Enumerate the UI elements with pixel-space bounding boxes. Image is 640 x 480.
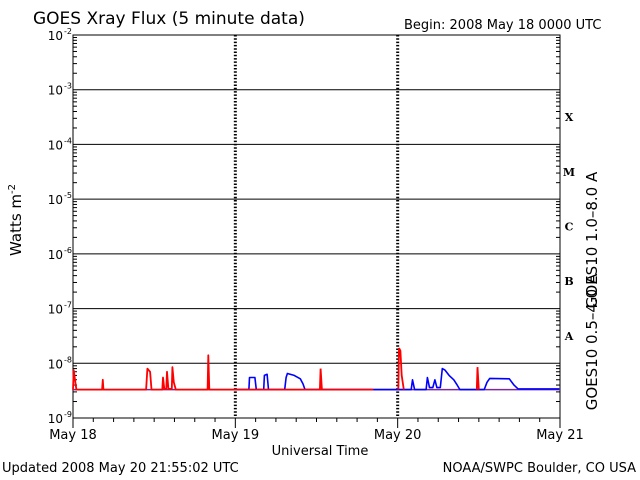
y-tick-exponent: -2 <box>64 27 72 36</box>
series-layer <box>72 347 560 391</box>
plot-area <box>72 34 561 419</box>
legend-long-label: GOES10 1.0–8.0 A <box>583 171 601 308</box>
y-tick-exponent: -7 <box>64 301 72 310</box>
y-tick-exponent: -3 <box>64 82 72 91</box>
y-tick-exponent: -5 <box>64 191 72 200</box>
flare-class-label: A <box>564 330 574 343</box>
y-tick-exponent: -6 <box>64 246 72 255</box>
y-axis-label-exp: -2 <box>7 184 18 194</box>
y-tick-label: 10 <box>48 303 63 317</box>
x-tick-label: May 20 <box>374 428 422 443</box>
y-tick-label: 10 <box>48 29 63 43</box>
flare-class-label: B <box>564 275 573 288</box>
y-tick-label: 10 <box>48 248 63 262</box>
chart-title: GOES Xray Flux (5 minute data) <box>33 9 305 29</box>
x-tick-label: May 21 <box>536 428 584 443</box>
legend-short-label: GOES10 0.5–4.0 A <box>583 273 601 410</box>
series-short-line <box>235 367 560 391</box>
y-tick-label: 10 <box>48 84 63 98</box>
legend-long: GOES10 1.0–8.0 A <box>583 171 601 308</box>
svg-text:Watts m-2: Watts m-2 <box>7 184 25 256</box>
y-tick-label: 10 <box>48 412 63 426</box>
y-tick-label: 10 <box>48 193 63 207</box>
x-axis-label: Universal Time <box>272 444 369 459</box>
footer-credit: NOAA/SWPC Boulder, CO USA <box>443 461 636 476</box>
decade-grid <box>73 37 560 403</box>
flare-class-labels: A B C M X <box>563 111 575 343</box>
y-axis-label: Watts m-2 <box>7 184 25 256</box>
flare-class-label: C <box>565 221 574 234</box>
x-tick-label: May 19 <box>212 428 260 443</box>
y-tick-exponent: -4 <box>64 136 72 145</box>
y-tick-label: 10 <box>48 357 63 371</box>
y-tick-label: 10 <box>48 138 63 152</box>
series-long-line <box>72 354 374 391</box>
y-tick-labels: 10-910-810-710-610-510-410-310-2 <box>48 27 72 426</box>
x-tick-labels: May 18 May 19 May 20 May 21 <box>49 428 584 443</box>
y-tick-exponent: -9 <box>64 410 72 419</box>
day-dividers <box>72 35 561 428</box>
footer-updated: Updated 2008 May 20 21:55:02 UTC <box>2 461 239 476</box>
flare-class-label: M <box>563 166 575 179</box>
series-long-spike <box>475 367 480 390</box>
series-long-spike <box>397 347 405 390</box>
y-tick-exponent: -8 <box>64 355 72 364</box>
begin-label: Begin: 2008 May 18 0000 UTC <box>404 18 601 33</box>
legend-short: GOES10 0.5–4.0 A <box>583 273 601 410</box>
x-tick-label: May 18 <box>49 428 97 443</box>
series-long-spike <box>319 368 323 390</box>
y-axis-label-base: Watts m <box>7 194 25 256</box>
plot-border <box>72 34 561 419</box>
flare-class-label: X <box>565 111 574 124</box>
